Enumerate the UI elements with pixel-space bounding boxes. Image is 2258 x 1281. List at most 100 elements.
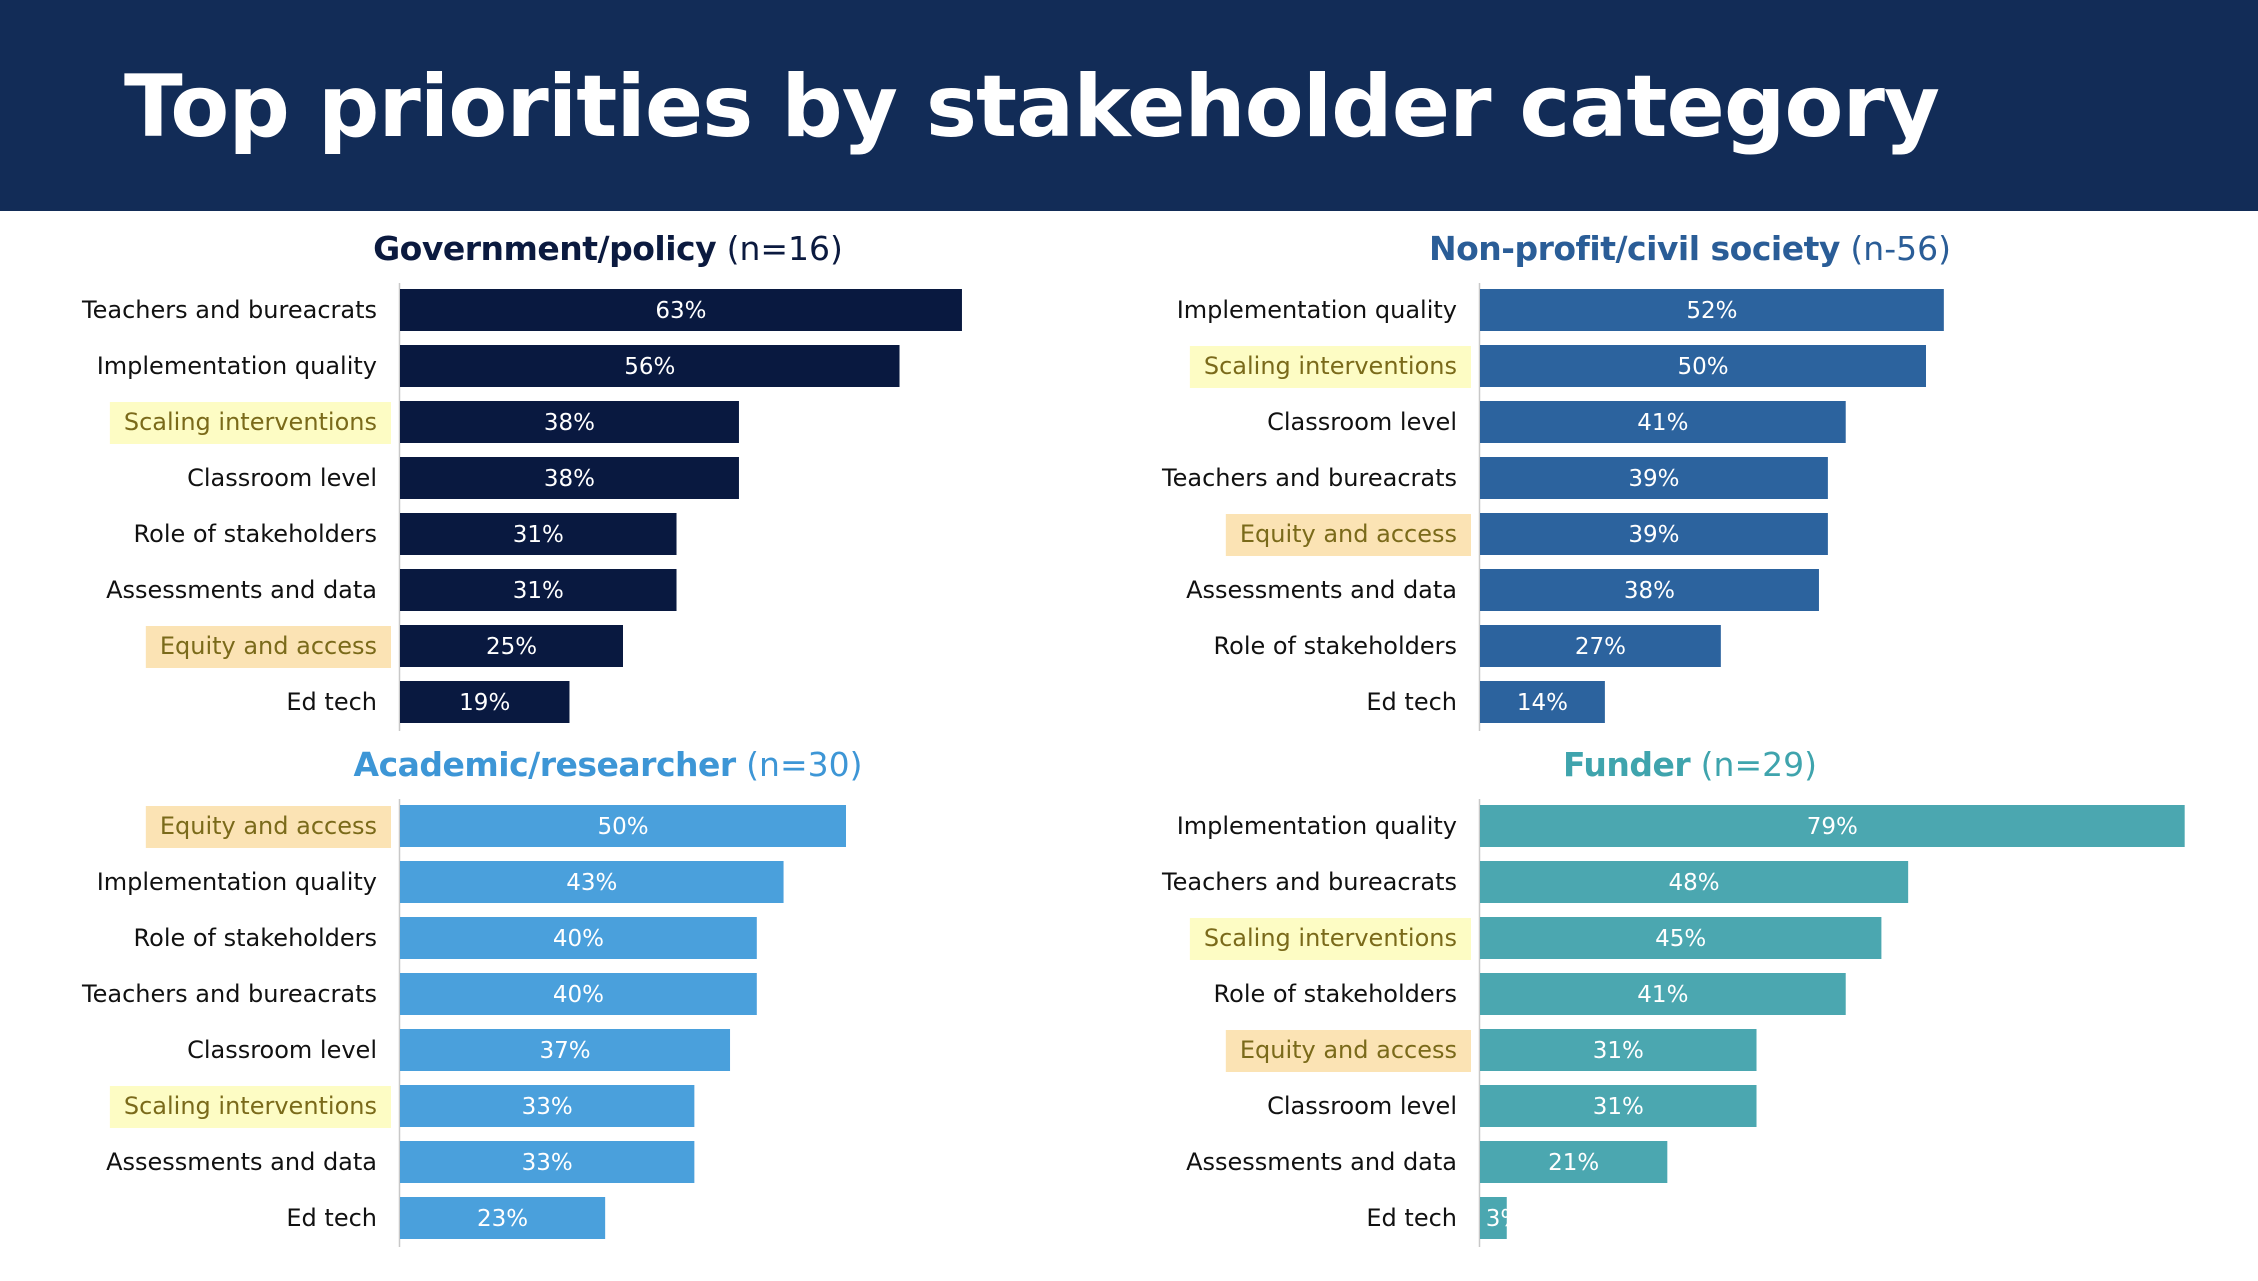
value-label-ed-tech: 3% [1486,1206,1523,1232]
chart-academic-researcher: Academic/researcher (n=30) Equity and ac… [0,741,1129,1281]
chart-title-name: Government/policy [373,229,717,268]
bar-implementation-quality [1480,805,2185,847]
value-label-classroom-level: 37% [539,1038,590,1064]
value-label-classroom-level: 38% [544,466,595,492]
chart-title: Funder (n=29) [1563,741,1817,789]
value-label-ed-tech: 19% [459,690,510,716]
category-label-teachers-and-bureacrats: Teachers and bureacrats [81,296,377,324]
chart-title: Government/policy (n=16) [373,225,843,273]
bar-implementation-quality [1480,289,1944,331]
category-label-classroom-level: Classroom level [1267,1092,1457,1120]
value-label-assessments-and-data: 38% [1624,578,1675,604]
category-label-assessments-and-data: Assessments and data [106,1148,377,1176]
category-label-equity-and-access: Equity and access [160,812,377,840]
bar-chart-svg: Implementation quality 52% Scaling interve… [1161,283,1944,731]
category-highlight-scaling-interventions [1189,346,1471,388]
category-label-scaling-interventions: Scaling interventions [124,1092,377,1120]
value-label-ed-tech: 23% [477,1206,528,1232]
category-label-scaling-interventions: Scaling interventions [1204,352,1457,380]
value-label-equity-and-access: 31% [1593,1038,1644,1064]
bar-equity-and-access [400,805,846,847]
bar-equity-and-access [1480,1029,1757,1071]
bar-ed-tech [400,1197,606,1239]
bar-teachers-and-bureacrats [400,289,962,331]
chart-title-sample-size: (n=29) [1700,745,1817,784]
category-label-role-of-stakeholders: Role of stakeholders [1214,980,1457,1008]
bar-assessments-and-data [1480,569,1819,611]
chart-title-name: Funder [1563,745,1691,784]
value-label-role-of-stakeholders: 41% [1637,982,1688,1008]
value-label-scaling-interventions: 45% [1655,926,1706,952]
category-label-implementation-quality: Implementation quality [1177,296,1457,324]
category-label-equity-and-access: Equity and access [1240,520,1457,548]
value-label-role-of-stakeholders: 31% [513,522,564,548]
category-label-assessments-and-data: Assessments and data [1186,1148,1457,1176]
category-label-ed-tech: Ed tech [1366,1204,1457,1232]
category-label-role-of-stakeholders: Role of stakeholders [134,924,377,952]
bar-assessments-and-data [1480,1141,1668,1183]
page-title: Top priorities by stakeholder category [124,57,1940,157]
value-label-assessments-and-data: 31% [513,578,564,604]
bar-ed-tech [1480,1197,1507,1239]
category-label-classroom-level: Classroom level [187,1036,377,1064]
category-label-teachers-and-bureacrats: Teachers and bureacrats [1161,464,1457,492]
value-label-teachers-and-bureacrats: 48% [1669,870,1720,896]
category-label-classroom-level: Classroom level [187,464,377,492]
chart-funder: Funder (n=29) Implementation quality 79% T… [1080,741,2209,1281]
title-banner: Top priorities by stakeholder category [0,0,2258,211]
bar-implementation-quality [400,345,900,387]
value-label-implementation-quality: 43% [566,870,617,896]
category-label-assessments-and-data: Assessments and data [106,576,377,604]
bar-ed-tech [400,681,570,723]
category-label-scaling-interventions: Scaling interventions [1204,924,1457,952]
bar-scaling-interventions [400,401,739,443]
chart-title: Non-profit/civil society (n-56) [1429,225,1951,273]
bar-assessments-and-data [400,569,677,611]
category-label-scaling-interventions: Scaling interventions [124,408,377,436]
category-highlight-equity-and-access [1225,514,1471,556]
bar-chart-svg: Equity and access 50% Implementation quali… [81,799,846,1247]
bar-teachers-and-bureacrats [400,973,757,1015]
value-label-equity-and-access: 50% [597,814,648,840]
bar-assessments-and-data [400,1141,695,1183]
chart-title-sample-size: (n=16) [726,229,843,268]
value-label-classroom-level: 31% [1593,1094,1644,1120]
chart-title: Academic/researcher (n=30) [354,741,863,789]
bar-scaling-interventions [1480,345,1926,387]
value-label-scaling-interventions: 50% [1677,354,1728,380]
bar-classroom-level [1480,1085,1757,1127]
chart-government-policy: Government/policy (n=16) Teachers and bu… [0,225,1129,765]
value-label-teachers-and-bureacrats: 63% [655,298,706,324]
category-label-assessments-and-data: Assessments and data [1186,576,1457,604]
category-label-ed-tech: Ed tech [286,688,377,716]
chart-title-sample-size: (n=30) [746,745,863,784]
category-label-equity-and-access: Equity and access [160,632,377,660]
category-highlight-scaling-interventions [109,1086,391,1128]
bar-classroom-level [1480,401,1846,443]
value-label-scaling-interventions: 38% [544,410,595,436]
category-highlight-scaling-interventions [109,402,391,444]
category-label-ed-tech: Ed tech [286,1204,377,1232]
category-highlight-scaling-interventions [1189,918,1471,960]
category-highlight-equity-and-access [145,806,391,848]
value-label-role-of-stakeholders: 27% [1575,634,1626,660]
category-label-classroom-level: Classroom level [1267,408,1457,436]
value-label-scaling-interventions: 33% [522,1094,573,1120]
bar-chart-svg: Implementation quality 79% Teachers and bu… [1161,799,2185,1247]
chart-title-name: Non-profit/civil society [1429,229,1840,268]
category-label-equity-and-access: Equity and access [1240,1036,1457,1064]
category-label-role-of-stakeholders: Role of stakeholders [1214,632,1457,660]
category-label-implementation-quality: Implementation quality [1177,812,1457,840]
value-label-classroom-level: 41% [1637,410,1688,436]
value-label-equity-and-access: 25% [486,634,537,660]
bar-scaling-interventions [400,1085,695,1127]
bar-classroom-level [400,457,739,499]
category-highlight-equity-and-access [1225,1030,1471,1072]
value-label-teachers-and-bureacrats: 39% [1628,466,1679,492]
bar-teachers-and-bureacrats [1480,861,1909,903]
value-label-assessments-and-data: 33% [522,1150,573,1176]
value-label-implementation-quality: 56% [624,354,675,380]
bar-scaling-interventions [1480,917,1882,959]
chart-title-name: Academic/researcher [353,745,737,784]
value-label-teachers-and-bureacrats: 40% [553,982,604,1008]
